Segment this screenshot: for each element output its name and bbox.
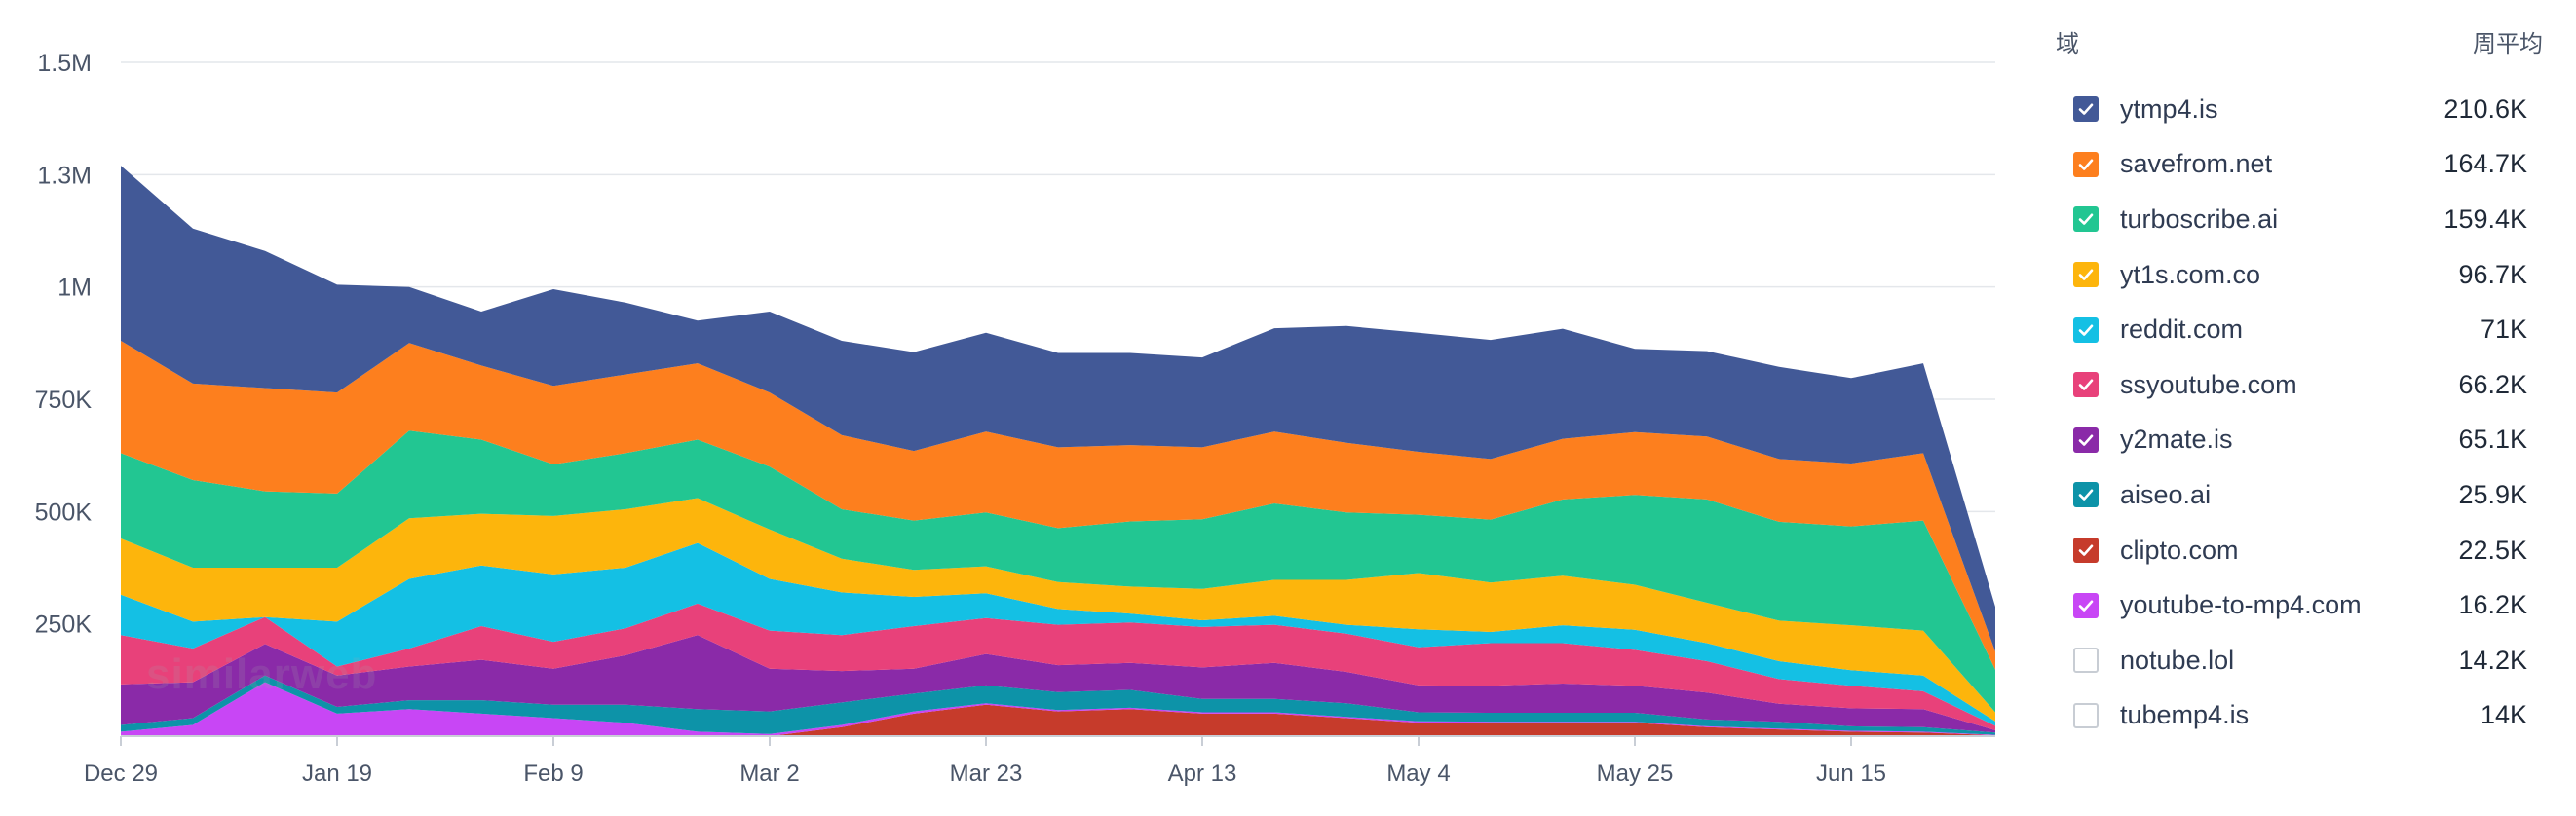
legend-item[interactable]: clipto.com 22.5K — [2042, 523, 2549, 578]
legend-checkbox[interactable] — [2073, 372, 2099, 398]
legend-list: ytmp4.is 210.6K savefrom.net 164.7K turb… — [2042, 82, 2549, 743]
legend-item[interactable]: savefrom.net 164.7K — [2042, 137, 2549, 193]
legend-item-value: 159.4K — [2443, 204, 2527, 234]
x-tick-label: Dec 29 — [84, 760, 158, 787]
legend-checkbox[interactable] — [2073, 648, 2099, 674]
area-series-ssyoutube-com — [121, 603, 1995, 730]
legend-item-name: aiseo.ai — [2120, 479, 2212, 509]
check-icon — [2078, 159, 2094, 170]
legend-item-value: 14K — [2480, 700, 2527, 730]
legend-checkbox[interactable] — [2073, 151, 2099, 177]
legend-checkbox[interactable] — [2073, 316, 2099, 343]
area-series-youtube-to-mp4-com — [121, 682, 1995, 736]
area-series-clipto-com — [121, 704, 1995, 736]
legend-item-value: 25.9K — [2458, 479, 2527, 509]
x-tick-label: May 25 — [1597, 760, 1674, 787]
x-tick-label: Apr 13 — [1168, 760, 1237, 787]
legend-header-domain: 域 — [2056, 30, 2079, 57]
area-chart: 250K 500K 750K 1M 1.3M 1.5M Dec 29 Jan 19 Feb 9 M… — [35, 50, 1995, 787]
area-series-savefrom-net — [121, 341, 1995, 670]
legend-item-name: ytmp4.is — [2120, 93, 2218, 124]
y-tick-label: 1M — [57, 275, 92, 302]
legend-checkbox[interactable] — [2073, 702, 2099, 728]
check-icon — [2078, 269, 2094, 280]
check-icon — [2078, 379, 2094, 391]
legend-item-value: 65.1K — [2458, 425, 2527, 455]
legend-item[interactable]: tubemp4.is 14K — [2042, 688, 2549, 744]
legend-item-value: 66.2K — [2458, 369, 2527, 399]
legend-header: 域 周平均 — [2042, 18, 2549, 64]
area-series-y2mate-is — [121, 635, 1995, 733]
legend-item-name: reddit.com — [2120, 315, 2244, 345]
legend-item-name: yt1s.com.co — [2120, 259, 2261, 289]
legend-item[interactable]: y2mate.is 65.1K — [2042, 413, 2549, 468]
legend-item-value: 22.5K — [2458, 535, 2527, 565]
legend-item[interactable]: ssyoutube.com 66.2K — [2042, 357, 2549, 413]
legend-item[interactable]: reddit.com 71K — [2042, 302, 2549, 357]
legend-item[interactable]: yt1s.com.co 96.7K — [2042, 247, 2549, 303]
x-tick-label: Feb 9 — [523, 760, 583, 787]
legend-item-value: 16.2K — [2458, 590, 2527, 620]
x-tick-label: Jan 19 — [302, 760, 372, 787]
area-series-yt1s-com-co — [121, 498, 1995, 722]
x-tick-label: Jun 15 — [1816, 760, 1886, 787]
legend-checkbox[interactable] — [2073, 262, 2099, 288]
legend-item-value: 14.2K — [2458, 645, 2527, 675]
stacked-areas — [121, 166, 1995, 736]
legend-checkbox[interactable] — [2073, 538, 2099, 564]
check-icon — [2078, 544, 2094, 556]
legend-item-name: turboscribe.ai — [2120, 204, 2279, 234]
check-icon — [2078, 103, 2094, 116]
legend-item[interactable]: aiseo.ai 25.9K — [2042, 467, 2549, 523]
legend-item-value: 71K — [2480, 315, 2527, 345]
y-tick-label: 500K — [35, 499, 93, 526]
area-series-aiseo-ai — [121, 675, 1995, 735]
y-tick-label: 250K — [35, 612, 93, 639]
check-icon — [2078, 489, 2094, 501]
area-series-reddit-com — [121, 542, 1995, 726]
check-icon — [2078, 434, 2094, 446]
legend-header-weekly-avg: 周平均 — [2473, 30, 2543, 57]
legend-checkbox[interactable] — [2073, 482, 2099, 508]
area-series-ytmp4-is — [121, 166, 1995, 652]
legend-item-value: 210.6K — [2443, 93, 2527, 124]
legend-item-name: clipto.com — [2120, 535, 2239, 565]
axes: 250K 500K 750K 1M 1.3M 1.5M Dec 29 Jan 19 Feb 9 M… — [35, 50, 1995, 787]
legend-item[interactable]: turboscribe.ai 159.4K — [2042, 192, 2549, 247]
check-icon — [2078, 213, 2094, 226]
check-icon — [2078, 324, 2094, 336]
check-icon — [2078, 600, 2094, 612]
legend-item-name: youtube-to-mp4.com — [2120, 590, 2362, 620]
legend-item-name: y2mate.is — [2120, 425, 2233, 455]
legend-item[interactable]: notube.lol 14.2K — [2042, 633, 2549, 688]
x-tick-label: Mar 2 — [739, 760, 799, 787]
legend-item-value: 164.7K — [2443, 149, 2527, 179]
y-tick-label: 1.3M — [37, 162, 92, 189]
legend-item-name: notube.lol — [2120, 645, 2235, 675]
x-tick-label: Mar 23 — [950, 760, 1023, 787]
legend-checkbox[interactable] — [2073, 206, 2099, 233]
x-tick-label: May 4 — [1386, 760, 1450, 787]
legend-panel: 域 周平均 ytmp4.is 210.6K savefrom.net 164.7… — [2042, 18, 2549, 743]
legend-item-name: ssyoutube.com — [2120, 369, 2297, 399]
legend-checkbox[interactable] — [2073, 427, 2099, 453]
legend-checkbox[interactable] — [2073, 592, 2099, 618]
legend-item-name: savefrom.net — [2120, 149, 2273, 179]
legend-item[interactable]: youtube-to-mp4.com 16.2K — [2042, 577, 2549, 633]
legend-item[interactable]: ytmp4.is 210.6K — [2042, 82, 2549, 137]
similarweb-watermark: similarweb — [146, 650, 378, 698]
y-tick-label: 1.5M — [37, 50, 92, 77]
legend-item-name: tubemp4.is — [2120, 700, 2250, 730]
area-series-turboscribe-ai — [121, 430, 1995, 713]
legend-item-value: 96.7K — [2458, 259, 2527, 289]
legend-checkbox[interactable] — [2073, 96, 2099, 123]
y-tick-label: 750K — [35, 387, 93, 414]
